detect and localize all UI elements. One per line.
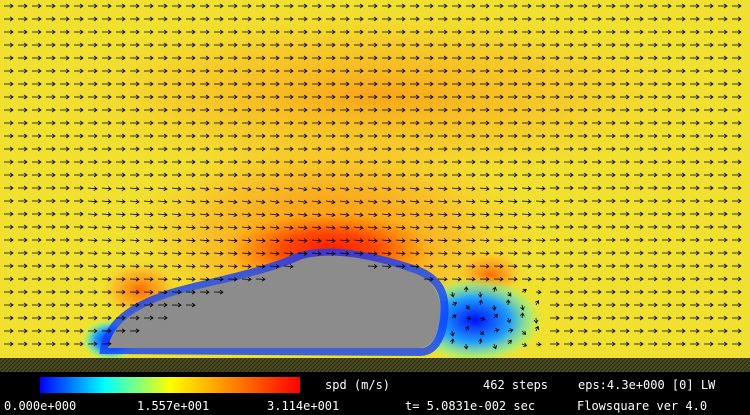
field-shade bbox=[45, 5, 705, 185]
colorbar bbox=[40, 377, 300, 393]
ground bbox=[0, 358, 750, 372]
colorbar-tick: 3.114e+001 bbox=[267, 399, 339, 413]
step-count: 462 steps bbox=[483, 378, 548, 392]
boundary-layer bbox=[99, 248, 449, 357]
sim-time: t= 5.0831e-002 sec bbox=[405, 399, 535, 413]
eps-info: eps:4.3e+000 [0] LW bbox=[578, 378, 716, 392]
car-body bbox=[108, 255, 441, 348]
arrow-grid bbox=[4, 3, 742, 350]
colorbar-tick: 0.000e+000 bbox=[4, 399, 76, 413]
velocity-arrows bbox=[4, 3, 742, 350]
colorbar-tick: 1.557e+001 bbox=[137, 399, 209, 413]
colorbar-label: spd (m/s) bbox=[325, 378, 390, 392]
version: Flowsquare ver 4.0 bbox=[577, 399, 707, 413]
